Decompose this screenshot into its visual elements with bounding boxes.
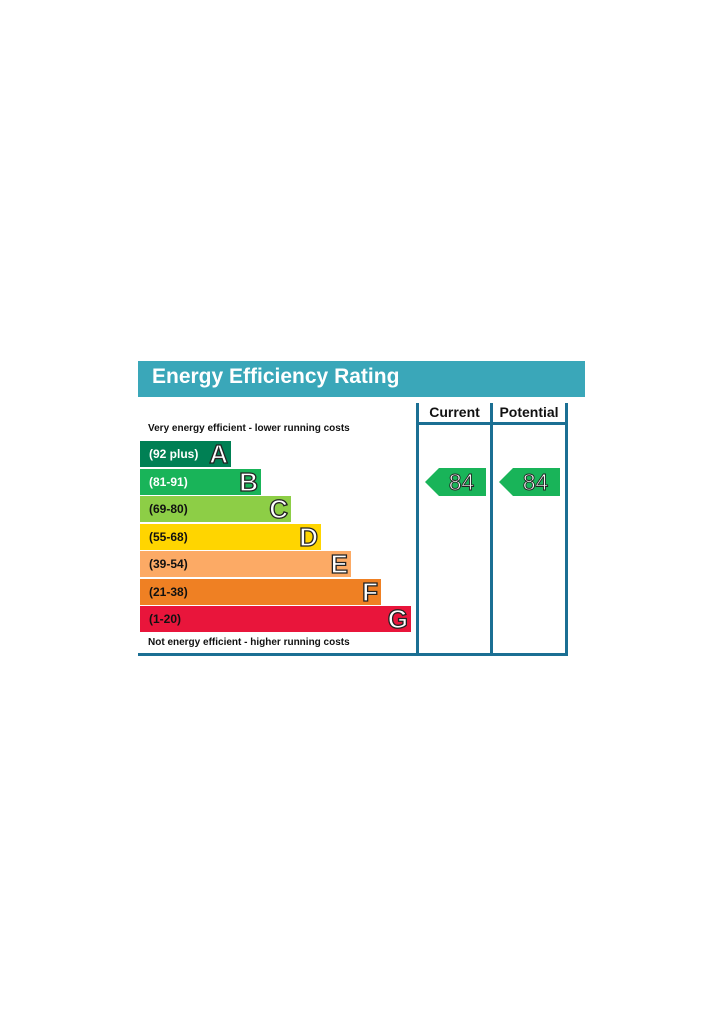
band-b-range: (81-91) bbox=[149, 474, 188, 489]
band-g-range: (1-20) bbox=[149, 612, 182, 626]
band-b-letter: B bbox=[239, 466, 259, 497]
frame-bottom-line bbox=[138, 653, 568, 656]
band-a-range: (92 plus) bbox=[149, 447, 199, 461]
band-b: (81-91) B bbox=[140, 466, 261, 497]
band-a: (92 plus) A bbox=[140, 438, 231, 470]
energy-efficiency-rating-chart: Energy Efficiency Rating Current Potenti… bbox=[138, 361, 585, 658]
band-d-range: (55-68) bbox=[149, 529, 188, 544]
current-column-header: Current bbox=[429, 404, 480, 420]
band-f: (21-38) F bbox=[140, 576, 381, 607]
band-c-range: (69-80) bbox=[149, 502, 188, 516]
band-c: (69-80) C bbox=[140, 493, 291, 525]
band-d: (55-68) D bbox=[140, 521, 321, 552]
current-rating-value: 84 bbox=[448, 468, 475, 495]
current-rating-arrow: 84 bbox=[425, 467, 486, 496]
potential-rating-value: 84 bbox=[522, 468, 549, 495]
band-g: (1-20) G bbox=[140, 603, 411, 635]
band-g-letter: G bbox=[387, 603, 409, 634]
title-bar: Energy Efficiency Rating bbox=[138, 361, 585, 397]
frame-divider-left bbox=[416, 403, 419, 656]
band-c-letter: C bbox=[269, 493, 289, 524]
band-e-range: (39-54) bbox=[149, 557, 188, 571]
frame-divider-right bbox=[565, 403, 568, 656]
potential-arrow-shape bbox=[499, 467, 560, 496]
current-arrow-shape bbox=[425, 467, 486, 496]
band-f-letter: F bbox=[361, 576, 378, 607]
potential-rating-arrow: 84 bbox=[499, 467, 560, 496]
header-underline bbox=[416, 422, 568, 425]
bottom-caption: Not energy efficient - higher running co… bbox=[148, 637, 350, 648]
chart-title: Energy Efficiency Rating bbox=[152, 365, 400, 388]
potential-column-header: Potential bbox=[499, 404, 559, 420]
top-caption: Very energy efficient - lower running co… bbox=[148, 423, 350, 434]
frame-divider-middle bbox=[490, 403, 493, 656]
band-e: (39-54) E bbox=[140, 548, 351, 580]
band-d-letter: D bbox=[299, 521, 319, 552]
band-e-letter: E bbox=[330, 548, 349, 579]
band-f-range: (21-38) bbox=[149, 584, 188, 599]
band-a-letter: A bbox=[209, 438, 229, 469]
